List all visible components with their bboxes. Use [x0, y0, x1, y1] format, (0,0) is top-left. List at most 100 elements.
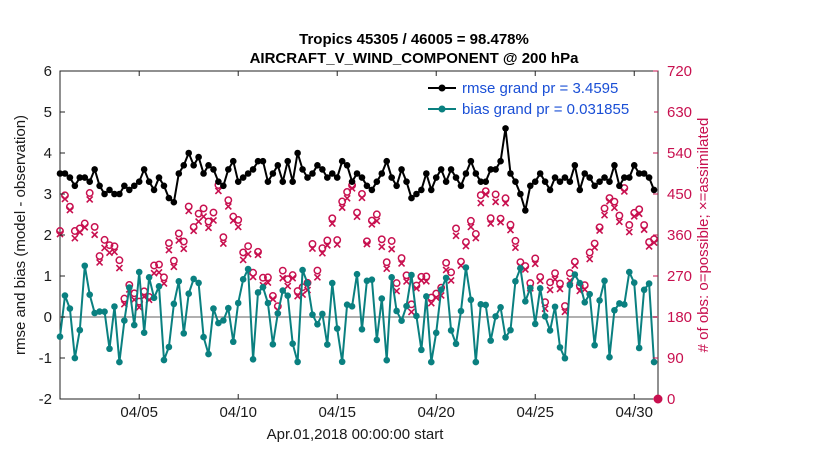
bias-point: [140, 329, 148, 336]
rmse-point: [645, 174, 653, 181]
x-tick-label: 04/10: [219, 404, 257, 421]
obs-possible-marker: [442, 258, 451, 267]
rmse-point: [284, 157, 292, 165]
obs-assimilated-marker: [650, 238, 658, 247]
rmse-point: [630, 162, 638, 169]
rmse-point: [358, 174, 366, 181]
bias-point: [507, 326, 514, 334]
bias-point: [635, 344, 643, 352]
bias-point: [566, 281, 574, 289]
bias-point: [437, 286, 445, 294]
bias-point: [452, 340, 460, 348]
bias-point: [393, 307, 400, 315]
legend-bias-marker: [438, 105, 446, 113]
y-right-tick-label: 720: [667, 63, 692, 80]
obs-possible-marker: [625, 221, 634, 229]
obs-assimilated-marker: [412, 284, 420, 292]
bias-point: [56, 333, 64, 341]
obs-assimilated-marker: [422, 277, 430, 285]
bias-point: [264, 299, 272, 307]
rmse-point: [616, 182, 623, 190]
obs-possible-marker: [244, 242, 253, 251]
rmse-point: [314, 162, 321, 169]
bias-point: [373, 336, 381, 344]
rmse-point: [71, 182, 79, 190]
obs-possible-marker: [491, 190, 500, 199]
rmse-point: [160, 182, 168, 190]
x-tick-label: 04/30: [615, 404, 653, 421]
rmse-point: [635, 170, 643, 177]
rmse-point: [586, 174, 593, 181]
bias-point: [640, 286, 648, 294]
obs-possible-marker: [551, 269, 559, 278]
rmse-point: [566, 178, 574, 185]
rmse-point: [76, 174, 84, 181]
obs-assimilated-marker: [625, 228, 633, 236]
rmse-point: [150, 186, 158, 194]
rmse-point: [650, 186, 658, 194]
rmse-point: [116, 190, 123, 198]
y-right-tick-label: 630: [667, 104, 692, 121]
obs-count-markers: [56, 181, 663, 404]
rmse-point: [596, 178, 603, 185]
bias-point: [378, 295, 386, 302]
obs-possible-marker: [224, 196, 233, 205]
obs-assimilated-marker: [452, 232, 460, 240]
bias-point: [170, 300, 178, 308]
obs-possible-marker: [556, 279, 564, 288]
legend-rmse-marker: [438, 84, 446, 92]
obs-assimilated-marker: [501, 199, 510, 207]
obs-assimilated-marker: [279, 274, 287, 282]
bias-point: [210, 305, 217, 312]
obs-possible-marker: [486, 214, 495, 223]
bias-point: [279, 287, 287, 294]
obs-possible-marker: [184, 202, 193, 211]
rmse-point: [215, 178, 222, 185]
bias-point: [116, 358, 123, 366]
obs-assimilated-marker: [457, 262, 465, 270]
bias-point: [254, 289, 262, 296]
y-axis-label-left: rmse and bias (model - observation): [12, 115, 29, 355]
obs-assimilated-marker: [323, 241, 331, 249]
obs-possible-marker: [506, 220, 515, 229]
bias-point: [526, 284, 534, 292]
bias-point: [606, 353, 613, 361]
bias-point: [76, 326, 84, 334]
bias-point: [492, 313, 499, 320]
bias-point: [200, 333, 207, 341]
obs-assimilated-marker: [244, 250, 252, 258]
obs-assimilated-marker: [56, 230, 64, 238]
rmse-point: [502, 125, 509, 132]
obs-possible-marker: [219, 233, 228, 242]
obs-assimilated-marker: [432, 293, 440, 302]
obs-assimilated-marker: [521, 265, 529, 274]
bias-point: [319, 310, 326, 318]
legend: rmse grand pr = 3.4595 bias grand pr = 0…: [422, 78, 654, 120]
bias-point: [66, 305, 74, 312]
rmse-point: [625, 174, 633, 181]
rmse-point: [229, 157, 237, 165]
bias-point: [348, 303, 356, 310]
rmse-point: [239, 174, 247, 181]
obs-assimilated-marker: [239, 256, 247, 264]
y-right-tick-label: 360: [667, 227, 692, 244]
y-tick-label: 5: [44, 104, 52, 121]
rmse-point: [328, 170, 336, 177]
rmse-point: [591, 182, 598, 190]
rmse-point: [155, 174, 163, 181]
bias-point: [467, 296, 475, 304]
rmse-point: [487, 166, 494, 173]
obs-assimilated-marker: [398, 259, 406, 267]
rmse-point: [551, 174, 559, 181]
obs-assimilated-marker: [110, 248, 119, 256]
rmse-point: [61, 170, 69, 177]
obs-possible-marker: [387, 237, 396, 245]
obs-possible-marker: [546, 278, 555, 287]
obs-assimilated-marker: [368, 220, 376, 228]
obs-assimilated-marker: [289, 274, 297, 282]
obs-possible-marker: [452, 224, 460, 233]
rmse-point: [56, 170, 64, 177]
obs-assimilated-marker: [373, 217, 381, 225]
obs-possible-marker: [105, 241, 114, 250]
rmse-point: [121, 182, 128, 190]
